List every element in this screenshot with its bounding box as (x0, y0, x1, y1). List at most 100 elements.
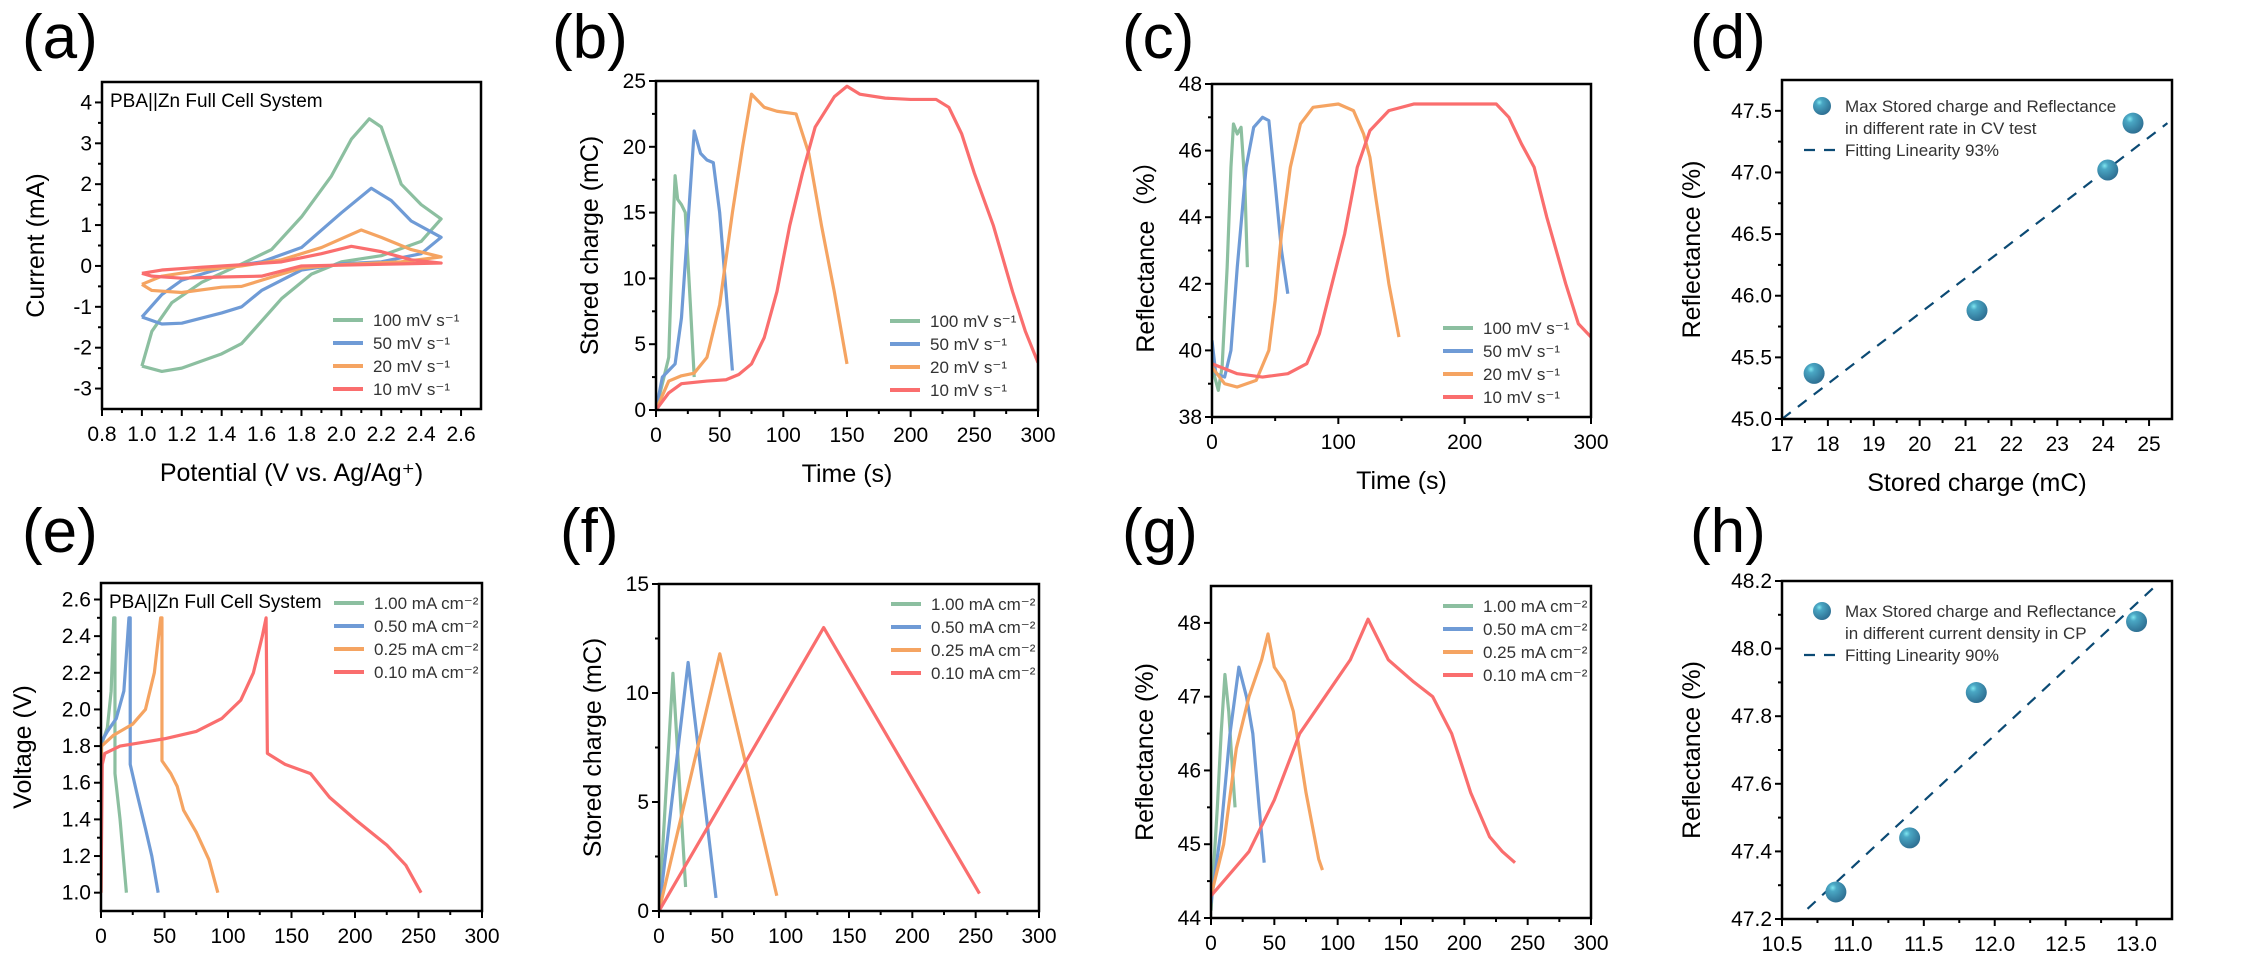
plot-frame (1210, 82, 1593, 419)
x-axis-label: Stored charge (mC) (1867, 469, 2087, 497)
y-tick-label: 47.5 (1731, 100, 1772, 123)
legend-label: 0.50 mA cm⁻² (1483, 620, 1588, 639)
series-line (101, 616, 423, 894)
y-tick-label: 4 (80, 91, 92, 114)
legend-label: 10 mV s⁻¹ (373, 380, 450, 399)
x-tick-label: 250 (957, 424, 992, 447)
x-tick-label: 22 (2000, 433, 2023, 456)
series-line (656, 92, 849, 410)
x-tick-label: 25 (2137, 433, 2160, 456)
series-line (659, 652, 779, 911)
x-tick-label: 150 (1383, 932, 1418, 955)
y-tick-label: 38 (1179, 406, 1202, 429)
series-line (1211, 632, 1324, 897)
x-tick-label: 50 (1263, 932, 1286, 955)
panel-label: (d) (1690, 3, 1766, 72)
y-tick-label: 2.2 (62, 662, 91, 685)
x-tick-label: 0 (95, 925, 107, 948)
x-tick-label: 300 (1020, 424, 1055, 447)
y-tick-label: 48.2 (1731, 570, 1772, 593)
y-tick-label: 10 (626, 682, 649, 705)
plot-frame (657, 582, 1041, 913)
x-tick-label: 250 (1510, 932, 1545, 955)
panel-b: (b) 0 50 100 150 200 250 300 0 5 10 15 20 25 Time (s) S… (552, 3, 1056, 488)
x-tick-label: 11.0 (1833, 933, 1872, 956)
panel-e: (e) 0 50 100 150 200 250 300 1.0 1.2 1.4 1.6 1.8 2.0 2… (9, 497, 500, 948)
y-tick-label: 10 (623, 267, 646, 290)
y-tick-label: 44 (1178, 907, 1202, 930)
scatter-point (1966, 300, 1988, 322)
x-tick-label: 2.2 (367, 423, 396, 446)
legend-label: 1.00 mA cm⁻² (1483, 597, 1588, 616)
x-tick-label: 0 (650, 424, 662, 447)
y-tick-label: 0 (634, 399, 646, 422)
y-axis-label: Reflectance (%) (1131, 663, 1159, 841)
y-tick-label: 3 (80, 132, 92, 155)
x-tick-label: 100 (1320, 932, 1355, 955)
y-tick-label: 47 (1178, 686, 1201, 709)
x-tick-label: 23 (2046, 433, 2069, 456)
x-tick-label: 2.0 (327, 423, 356, 446)
legend-label: 0.10 mA cm⁻² (1483, 666, 1588, 685)
panel-label: (e) (22, 497, 98, 566)
y-tick-label: 2.6 (62, 588, 91, 611)
y-axis-label: Reflectance (%) (1678, 161, 1706, 339)
legend-label: 20 mV s⁻¹ (930, 358, 1007, 377)
x-tick-label: 50 (708, 424, 731, 447)
y-tick-label: 47.6 (1731, 773, 1772, 796)
x-axis-label: Time (s) (802, 460, 893, 488)
x-tick-label: 150 (274, 925, 309, 948)
series-line (141, 244, 443, 280)
x-tick-label: 300 (1021, 925, 1056, 948)
legend-label: 0.50 mA cm⁻² (931, 618, 1036, 637)
x-tick-label: 250 (958, 925, 993, 948)
legend-label-line2: in different current density in CP (1845, 624, 2087, 643)
legend-label: 10 mV s⁻¹ (1483, 388, 1560, 407)
legend-marker (1813, 602, 1831, 620)
series-line (1211, 617, 1517, 897)
x-tick-label: 0 (653, 925, 665, 948)
legend-label: 50 mV s⁻¹ (930, 335, 1007, 354)
y-tick-label: 46 (1179, 140, 1202, 163)
x-tick-label: 1.0 (127, 423, 156, 446)
panel-label: (b) (552, 3, 628, 72)
x-axis-label: Time (s) (1356, 467, 1447, 495)
plot-frame (99, 581, 484, 913)
series-line (1212, 102, 1401, 389)
legend-label: 10 mV s⁻¹ (930, 381, 1007, 400)
x-tick-label: 200 (1447, 932, 1482, 955)
legend-label: 20 mV s⁻¹ (1483, 365, 1560, 384)
y-tick-label: 15 (623, 202, 646, 225)
y-tick-label: 48.0 (1731, 638, 1772, 661)
x-tick-label: 12.0 (1974, 933, 2015, 956)
y-tick-label: 47.4 (1731, 840, 1772, 863)
plot-area (1212, 102, 1591, 392)
x-tick-label: 13.0 (2116, 933, 2157, 956)
y-tick-label: 48 (1178, 612, 1201, 635)
scatter-point (2126, 611, 2148, 633)
series-line (1211, 665, 1266, 904)
y-tick-label: 48 (1179, 73, 1202, 96)
scatter-point (1899, 827, 1921, 849)
x-tick-label: 0 (1205, 932, 1217, 955)
legend-label: 0.25 mA cm⁻² (374, 640, 479, 659)
series-line (659, 660, 718, 911)
y-tick-label: 45.5 (1731, 346, 1772, 369)
y-tick-label: 2.4 (62, 625, 92, 648)
x-tick-label: 50 (153, 925, 176, 948)
y-tick-label: 1.2 (62, 845, 91, 868)
x-tick-label: 11.5 (1904, 933, 1943, 956)
x-tick-label: 200 (337, 925, 372, 948)
y-tick-label: 2 (80, 173, 92, 196)
series-line (659, 625, 981, 911)
x-tick-label: 100 (1321, 431, 1356, 454)
x-tick-label: 2.6 (446, 423, 475, 446)
y-tick-label: 47.2 (1731, 908, 1772, 931)
x-tick-label: 150 (829, 424, 864, 447)
x-tick-label: 100 (766, 424, 801, 447)
legend-label: 100 mV s⁻¹ (373, 311, 460, 330)
y-tick-label: 1.6 (62, 772, 91, 795)
annotation: PBA||Zn Full Cell System (109, 592, 322, 613)
y-tick-label: 5 (637, 791, 649, 814)
x-tick-label: 20 (1908, 433, 1931, 456)
